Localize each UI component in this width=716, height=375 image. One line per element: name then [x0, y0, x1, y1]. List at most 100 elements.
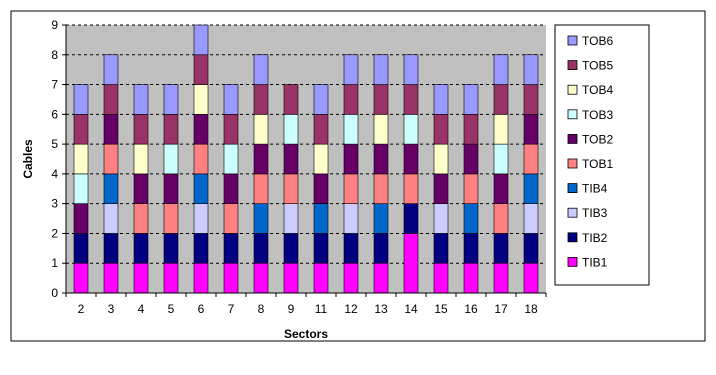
bar-segment-tob3-sector-17	[493, 143, 509, 175]
bar-segment-tob6-sector-16	[463, 84, 479, 115]
bar-segment-tob6-sector-18	[523, 54, 539, 85]
bar-segment-tob1-sector-7	[223, 203, 239, 234]
x-tick-label: 2	[78, 302, 85, 316]
bar-segment-tob5-sector-6	[193, 54, 209, 85]
bar-segment-tob2-sector-6	[193, 114, 209, 145]
x-tick-label: 4	[138, 302, 145, 316]
bar-segment-tob2-sector-17	[493, 173, 509, 204]
legend-label-tob2: TOB2	[582, 132, 613, 146]
bar-segment-tib2-sector-14	[403, 203, 419, 234]
bar-segment-tib2-sector-13	[373, 233, 389, 264]
bar-segment-tob1-sector-16	[463, 173, 479, 204]
bar-segment-tib2-sector-18	[523, 233, 539, 264]
bar-segment-tib1-sector-11	[313, 262, 329, 294]
bar-segment-tib2-sector-6	[193, 233, 209, 264]
bar-segment-tib2-sector-17	[493, 233, 509, 264]
bar-segment-tob5-sector-5	[163, 114, 179, 145]
bar-segment-tib2-sector-8	[253, 233, 269, 264]
bar-segment-tob6-sector-17	[493, 54, 509, 85]
bar-segment-tob5-sector-18	[523, 84, 539, 115]
y-axis-label: Cables	[21, 139, 35, 179]
bar-segment-tob4-sector-15	[433, 143, 449, 175]
legend-label-tib2: TIB2	[582, 231, 608, 245]
bar-segment-tob6-sector-5	[163, 84, 179, 115]
x-tick-label: 11	[315, 302, 328, 316]
x-tick-label: 13	[374, 302, 388, 316]
bar-segment-tob4-sector-8	[253, 114, 269, 145]
bar-segment-tib3-sector-18	[523, 203, 539, 234]
bar-segment-tib2-sector-15	[433, 233, 449, 264]
legend-swatch-tob3	[567, 109, 578, 120]
bar-segment-tib2-sector-11	[313, 233, 329, 264]
bar-segment-tib1-sector-2	[73, 262, 89, 294]
bar-segment-tob3-sector-9	[283, 114, 299, 145]
legend: TOB6 TOB5 TOB4 TOB3 TOB2 TOB1 TIB4 TIB3 TIB2 TIB1	[554, 24, 650, 286]
bar-segment-tob1-sector-12	[343, 173, 359, 204]
bar-segment-tib3-sector-9	[283, 203, 299, 234]
bar-segment-tob1-sector-18	[523, 143, 539, 175]
bar-segment-tib1-sector-9	[283, 262, 299, 294]
bar-segment-tob5-sector-2	[73, 114, 89, 145]
y-tick-label: 2	[51, 226, 58, 240]
bar-segment-tob6-sector-4	[133, 84, 149, 115]
bar-segment-tob5-sector-9	[283, 84, 299, 115]
x-tick-label: 16	[464, 302, 478, 316]
bar-segment-tob2-sector-12	[343, 143, 359, 175]
bar-segment-tob5-sector-15	[433, 114, 449, 145]
bar-segment-tob5-sector-7	[223, 114, 239, 145]
x-tick-label: 9	[288, 302, 295, 316]
bar-segment-tob5-sector-12	[343, 84, 359, 115]
y-tick-label: 1	[51, 256, 58, 270]
bar-segment-tob2-sector-3	[103, 114, 119, 145]
bar-segment-tob3-sector-7	[223, 143, 239, 175]
bar-segment-tob3-sector-5	[163, 143, 179, 175]
bar-segment-tob1-sector-13	[373, 173, 389, 204]
y-tick-label: 0	[51, 286, 58, 300]
bar-segment-tob1-sector-3	[103, 143, 119, 175]
bar-segment-tob2-sector-13	[373, 143, 389, 175]
x-tick-label: 14	[404, 302, 418, 316]
bar-segment-tob2-sector-9	[283, 143, 299, 175]
bar-segment-tob2-sector-4	[133, 173, 149, 204]
legend-label-tib1: TIB1	[582, 255, 608, 269]
y-tick-label: 7	[51, 78, 58, 92]
bar-segment-tib2-sector-2	[73, 233, 89, 264]
y-tick-label: 8	[51, 48, 58, 62]
bar-segment-tob3-sector-14	[403, 114, 419, 145]
bar-segment-tob6-sector-15	[433, 84, 449, 115]
bar-segment-tob6-sector-2	[73, 84, 89, 115]
bar-segment-tob4-sector-6	[193, 84, 209, 115]
legend-label-tob5: TOB5	[582, 59, 613, 73]
x-tick-label: 15	[434, 302, 448, 316]
bar-segment-tib1-sector-17	[493, 262, 509, 294]
bar-segment-tob6-sector-11	[313, 84, 329, 115]
bar-segment-tob2-sector-2	[73, 203, 89, 234]
bar-segment-tib1-sector-8	[253, 262, 269, 294]
y-tick-label: 3	[51, 197, 58, 211]
bar-segment-tib2-sector-5	[163, 233, 179, 264]
bar-segment-tob5-sector-11	[313, 114, 329, 145]
x-tick-label: 6	[198, 302, 205, 316]
bar-segment-tob5-sector-4	[133, 114, 149, 145]
bar-segment-tib1-sector-12	[343, 262, 359, 294]
bar-segment-tib4-sector-16	[463, 203, 479, 234]
bar-segment-tob5-sector-16	[463, 114, 479, 145]
legend-label-tob4: TOB4	[582, 83, 613, 97]
y-tick-label: 9	[51, 18, 58, 32]
bars	[73, 24, 539, 294]
bar-segment-tob6-sector-12	[343, 54, 359, 85]
x-tick-label: 18	[524, 302, 538, 316]
legend-swatch-tib3	[567, 207, 578, 218]
bar-segment-tib1-sector-15	[433, 262, 449, 294]
bar-segment-tib1-sector-16	[463, 262, 479, 294]
y-tick-label: 6	[51, 107, 58, 121]
x-tick-label: 3	[108, 302, 115, 316]
x-tick-label: 17	[494, 302, 508, 316]
x-axis-label: Sectors	[284, 327, 328, 341]
bar-segment-tob1-sector-4	[133, 203, 149, 234]
legend-swatch-tob4	[567, 84, 578, 95]
bar-segment-tib1-sector-14	[403, 233, 419, 294]
bar-segment-tob2-sector-15	[433, 173, 449, 204]
